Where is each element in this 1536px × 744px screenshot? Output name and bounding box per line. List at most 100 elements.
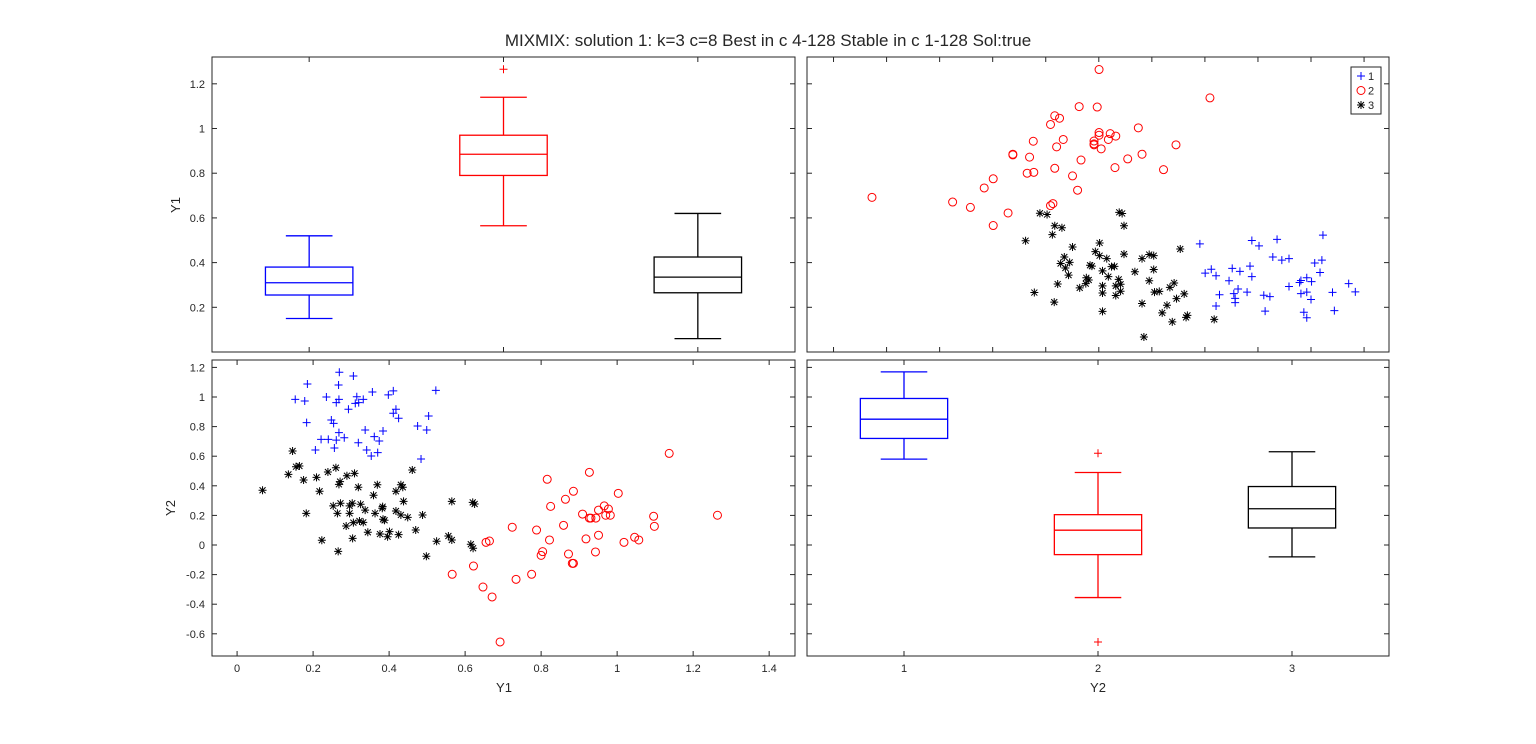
asterisk-marker (422, 552, 431, 561)
circle-marker (536, 550, 546, 560)
asterisk-marker (1098, 289, 1107, 297)
plus-marker (389, 386, 398, 395)
asterisk-marker (1091, 247, 1100, 256)
y-tick-label: 0.8 (190, 422, 205, 434)
plus-marker (1357, 72, 1365, 80)
circle-marker (1076, 155, 1086, 165)
plus-marker (375, 436, 384, 445)
asterisk-marker (1086, 261, 1095, 270)
series-1 (1195, 231, 1360, 322)
asterisk-marker (1043, 210, 1052, 219)
asterisk-marker (385, 527, 394, 536)
plus-marker (1234, 284, 1243, 293)
asterisk-marker (1162, 301, 1171, 310)
circle-marker (601, 510, 611, 520)
plus-marker (389, 409, 398, 418)
ylabel-top: Y1 (168, 197, 183, 213)
asterisk-marker (1065, 258, 1074, 267)
y-tick-label: 1.2 (190, 362, 205, 374)
asterisk-marker (1098, 307, 1107, 316)
asterisk-marker (447, 497, 456, 506)
plus-marker (352, 392, 361, 401)
asterisk-marker (1098, 266, 1107, 275)
legend: 1 2 3 (1350, 66, 1382, 115)
panel-Y1-box: 0.2 0.4 0.6 0.8 1 1.2 (190, 56, 796, 353)
asterisk-marker (1050, 221, 1059, 230)
asterisk-marker (1130, 267, 1139, 276)
plus-marker (384, 390, 393, 399)
asterisk-marker (302, 509, 311, 518)
series-2 (447, 448, 722, 647)
plus-marker (334, 428, 343, 437)
circle-marker (1050, 111, 1060, 121)
y-tick-label: -0.6 (186, 629, 205, 641)
plus-marker (1295, 278, 1304, 287)
asterisk-marker (1176, 244, 1185, 253)
legend-box (1350, 66, 1382, 115)
asterisk-marker (1120, 250, 1128, 259)
asterisk-marker (1115, 208, 1124, 217)
asterisk-marker (1116, 280, 1125, 289)
plus-marker (1228, 264, 1237, 273)
asterisk-marker (1095, 238, 1104, 247)
circle-marker (603, 504, 613, 514)
asterisk-marker (369, 491, 378, 500)
asterisk-marker (1098, 281, 1107, 290)
circle-marker (495, 637, 505, 647)
plus-marker (1317, 256, 1326, 265)
plus-marker (1344, 279, 1353, 288)
circle-marker (712, 510, 722, 520)
plus-marker (1318, 231, 1327, 240)
circle-marker (590, 547, 600, 557)
asterisk-marker (288, 447, 297, 456)
circle-marker (1094, 128, 1104, 138)
plus-marker (424, 411, 433, 420)
plus-marker (1231, 294, 1240, 303)
circle-marker (979, 183, 989, 193)
asterisk-marker (447, 535, 456, 544)
asterisk-marker (355, 517, 364, 526)
circle-marker (1052, 142, 1062, 152)
y-tick-label: -0.2 (186, 570, 205, 582)
chart-title: MIXMIX: solution 1: k=3 c=8 Best in c 4-… (505, 31, 1031, 50)
asterisk-marker (323, 468, 332, 477)
y-tick-label: 0.2 (190, 302, 205, 314)
asterisk-marker (1118, 209, 1127, 218)
circle-marker (594, 505, 604, 515)
asterisk-marker (1210, 315, 1219, 324)
asterisk-marker (345, 509, 354, 518)
circle-marker (1205, 93, 1215, 103)
x-tick-label: 0.4 (381, 663, 396, 675)
asterisk-marker (331, 463, 340, 472)
plus-marker (1302, 273, 1311, 282)
plus-marker (1299, 308, 1308, 317)
circle-marker (1028, 136, 1038, 146)
circle-marker (584, 467, 594, 477)
plus-marker (1243, 288, 1252, 297)
plus-marker (303, 379, 312, 388)
asterisk-marker (291, 462, 300, 471)
circle-marker (511, 574, 521, 584)
circle-marker (568, 486, 578, 496)
plus-marker (291, 395, 300, 404)
circle-marker (1089, 136, 1099, 146)
panel-Y2-vs-Y1-top (806, 56, 1390, 353)
asterisk-marker (1138, 299, 1147, 308)
asterisk-marker (1050, 298, 1059, 307)
asterisk-marker (411, 526, 420, 535)
circle-marker (1094, 65, 1104, 75)
y-tick-label: -0.4 (186, 599, 205, 611)
y-tick-label: 1 (199, 392, 205, 404)
y-tick-label: 0.8 (190, 168, 205, 180)
circle-marker (542, 474, 552, 484)
asterisk-marker (336, 477, 345, 486)
asterisk-marker (1138, 254, 1147, 263)
asterisk-marker (1102, 254, 1111, 263)
plus-marker (324, 435, 333, 444)
plus-marker (349, 371, 358, 380)
circle-marker (591, 513, 601, 523)
asterisk-marker (334, 547, 343, 556)
plus-marker (1255, 241, 1264, 250)
circle-marker (1096, 144, 1106, 154)
plus-marker (351, 399, 360, 408)
